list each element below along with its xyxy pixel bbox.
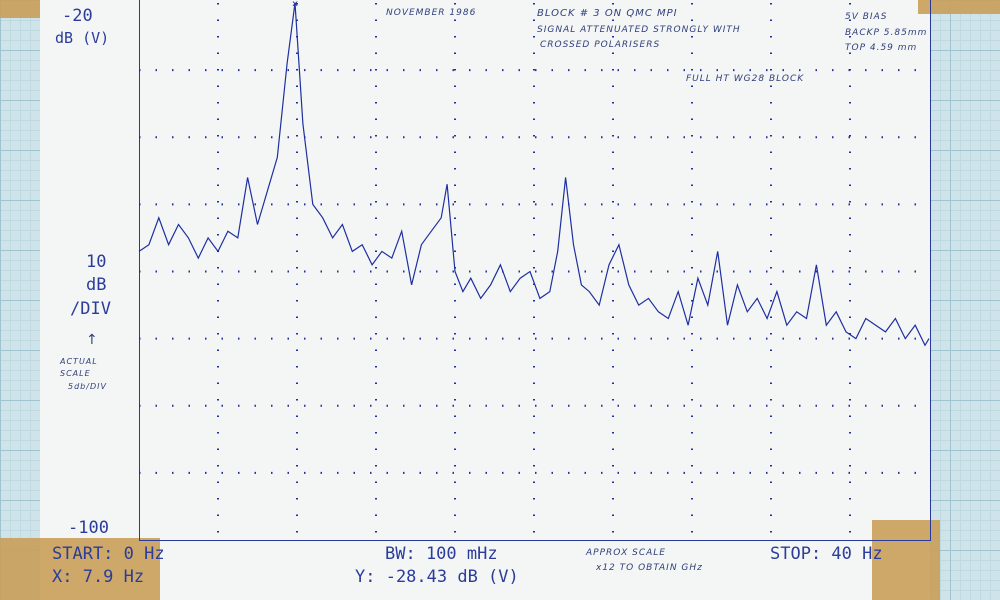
plot-paper xyxy=(40,0,930,600)
tape-top-right xyxy=(918,0,1000,14)
x-marker-readout: X: 7.9 Hz xyxy=(52,567,145,587)
y-marker-readout: Y: -28.43 dB (V) xyxy=(355,567,519,587)
actual-annotation: ACTUAL xyxy=(60,357,98,366)
date-annotation: NOVEMBER 1986 xyxy=(386,8,477,18)
dotted-grid xyxy=(139,3,929,540)
ghz-annotation: x12 TO OBTAIN GHz xyxy=(596,563,703,573)
top-annotation: TOP 4.59 mm xyxy=(845,43,918,53)
block-annotation: BLOCK # 3 ON QMC MPI xyxy=(537,8,678,19)
scale-annotation: SCALE xyxy=(60,369,91,378)
y-scale-per-div: /DIV xyxy=(70,299,111,319)
db-per-div-annotation: 5db/DIV xyxy=(68,382,107,391)
y-bottom-label: -100 xyxy=(68,518,109,538)
spectrum-trace xyxy=(138,2,930,347)
y-unit-label: dB (V) xyxy=(55,29,110,47)
tape-top-left xyxy=(0,0,40,18)
signal-annotation: SIGNAL ATTENUATED STRONGLY WITH xyxy=(537,25,741,35)
peak-marker: × xyxy=(292,0,299,10)
full-ht-annotation: FULL HT WG28 BLOCK xyxy=(686,74,805,84)
approx-scale-annotation: APPROX SCALE xyxy=(586,548,666,558)
polarisers-annotation: CROSSED POLARISERS xyxy=(540,40,661,50)
y-top-label: -20 xyxy=(62,6,93,26)
y-scale-unit: dB xyxy=(86,275,107,295)
backp-annotation: BACKP 5.85mm xyxy=(845,28,928,38)
bias-annotation: 5V BIAS xyxy=(845,12,888,22)
y-scale-value: 10 xyxy=(86,252,107,272)
bandwidth-readout: BW: 100 mHz xyxy=(385,544,498,564)
tape-bottom-right xyxy=(872,520,940,600)
up-arrow-icon: ↑ xyxy=(86,332,99,348)
tape-bottom-left xyxy=(0,538,160,600)
start-readout: START: 0 Hz xyxy=(52,544,165,564)
stop-readout: STOP: 40 Hz xyxy=(770,544,883,564)
